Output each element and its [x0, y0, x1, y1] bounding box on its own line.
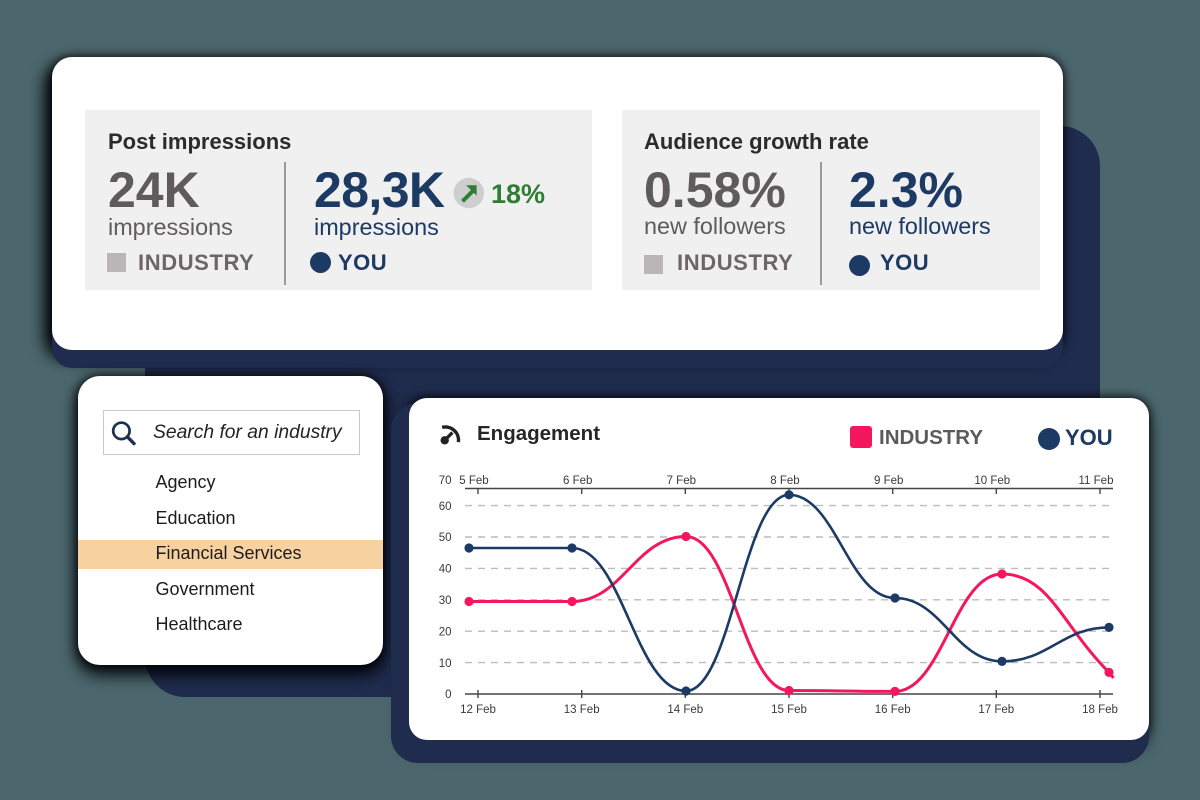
svg-text:8 Feb: 8 Feb — [770, 475, 799, 487]
svg-text:30: 30 — [439, 595, 452, 607]
svg-text:14 Feb: 14 Feb — [667, 704, 703, 716]
svg-text:11 Feb: 11 Feb — [1079, 475, 1114, 487]
svg-text:10: 10 — [439, 658, 452, 670]
svg-text:12 Feb: 12 Feb — [460, 704, 496, 716]
svg-text:60: 60 — [439, 501, 452, 513]
svg-text:0: 0 — [445, 689, 451, 701]
svg-text:5 Feb: 5 Feb — [459, 475, 488, 487]
svg-text:15 Feb: 15 Feb — [771, 704, 807, 716]
svg-text:9 Feb: 9 Feb — [874, 475, 903, 487]
svg-text:7 Feb: 7 Feb — [667, 475, 696, 487]
svg-text:40: 40 — [439, 564, 452, 576]
svg-text:70: 70 — [439, 475, 452, 487]
svg-text:18 Feb: 18 Feb — [1082, 704, 1118, 716]
svg-text:50: 50 — [439, 532, 452, 544]
svg-text:10 Feb: 10 Feb — [974, 475, 1010, 487]
svg-text:6 Feb: 6 Feb — [563, 475, 592, 487]
svg-text:20: 20 — [439, 626, 452, 638]
svg-text:16 Feb: 16 Feb — [875, 704, 911, 716]
svg-text:13 Feb: 13 Feb — [564, 704, 600, 716]
svg-text:17 Feb: 17 Feb — [978, 704, 1014, 716]
